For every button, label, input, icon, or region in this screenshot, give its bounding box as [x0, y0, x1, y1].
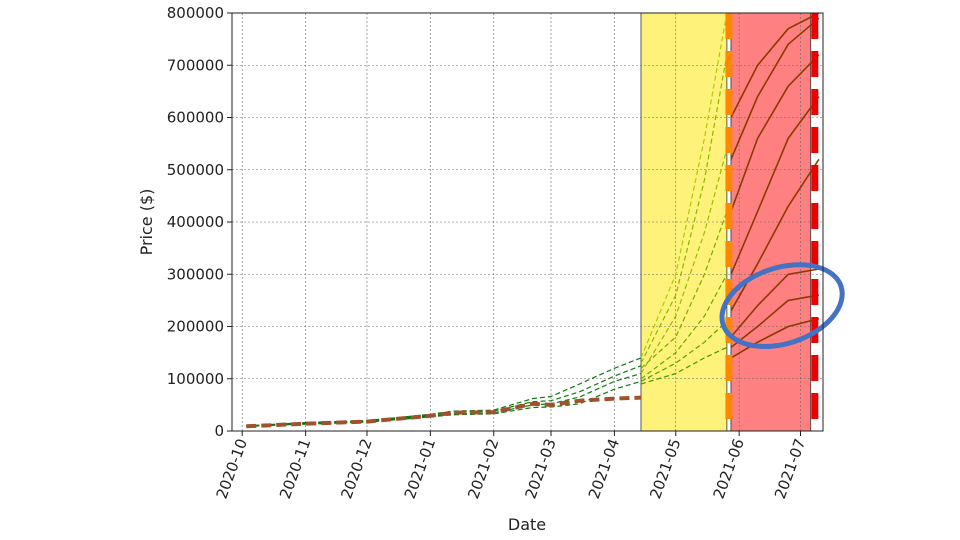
- series-line-15: [730, 158, 820, 312]
- series-line-18: [730, 317, 820, 359]
- highlight-ellipse: [719, 262, 845, 350]
- series-line-11: [640, 346, 728, 385]
- x-tick-label-9: 2021-07: [771, 436, 809, 501]
- y-tick-label-7: 700000: [167, 56, 224, 74]
- price-lines: [246, 12, 820, 429]
- series-line-0: [246, 395, 642, 429]
- y-tick-label-6: 600000: [167, 109, 224, 127]
- y-tick-label-5: 500000: [167, 161, 224, 179]
- y-tick-label-4: 400000: [167, 213, 224, 231]
- series-line-1: [246, 380, 642, 427]
- vertical-markers: [725, 13, 819, 431]
- y-axis-label: Price ($): [137, 189, 156, 256]
- x-tick-label-1: 2020-11: [276, 436, 314, 501]
- series-line-16: [730, 268, 820, 338]
- annotation: [719, 262, 845, 350]
- y-tick-label-3: 300000: [167, 265, 224, 283]
- series-line-8: [640, 54, 728, 364]
- series-line-9: [640, 320, 728, 382]
- x-tick-label-2: 2020-12: [337, 436, 375, 501]
- series-line-19: [730, 12, 820, 118]
- x-tick-label-7: 2021-05: [646, 436, 684, 501]
- x-tick-label-8: 2021-06: [710, 436, 748, 501]
- series-line-4: [246, 372, 642, 428]
- series-line-5: [640, 148, 728, 374]
- series-line-12: [730, 96, 820, 275]
- x-tick-label-4: 2021-02: [464, 436, 502, 501]
- y-tick-label-2: 200000: [167, 318, 224, 336]
- series-line-7: [640, 274, 728, 380]
- x-tick-label-0: 2020-10: [213, 436, 251, 501]
- x-axis-label: Date: [508, 515, 546, 534]
- y-tick-label-8: 800000: [167, 4, 224, 22]
- series-line-6: [640, 211, 728, 369]
- series-line-13: [730, 54, 820, 212]
- x-tick-label-3: 2021-01: [401, 436, 439, 501]
- x-tick-label-6: 2021-04: [585, 436, 623, 501]
- y-tick-label-1: 100000: [167, 370, 224, 388]
- series-line-17: [730, 294, 820, 349]
- series-line-14: [730, 17, 820, 160]
- y-tick-label-0: 0: [214, 422, 224, 440]
- x-tick-label-5: 2021-03: [521, 436, 559, 501]
